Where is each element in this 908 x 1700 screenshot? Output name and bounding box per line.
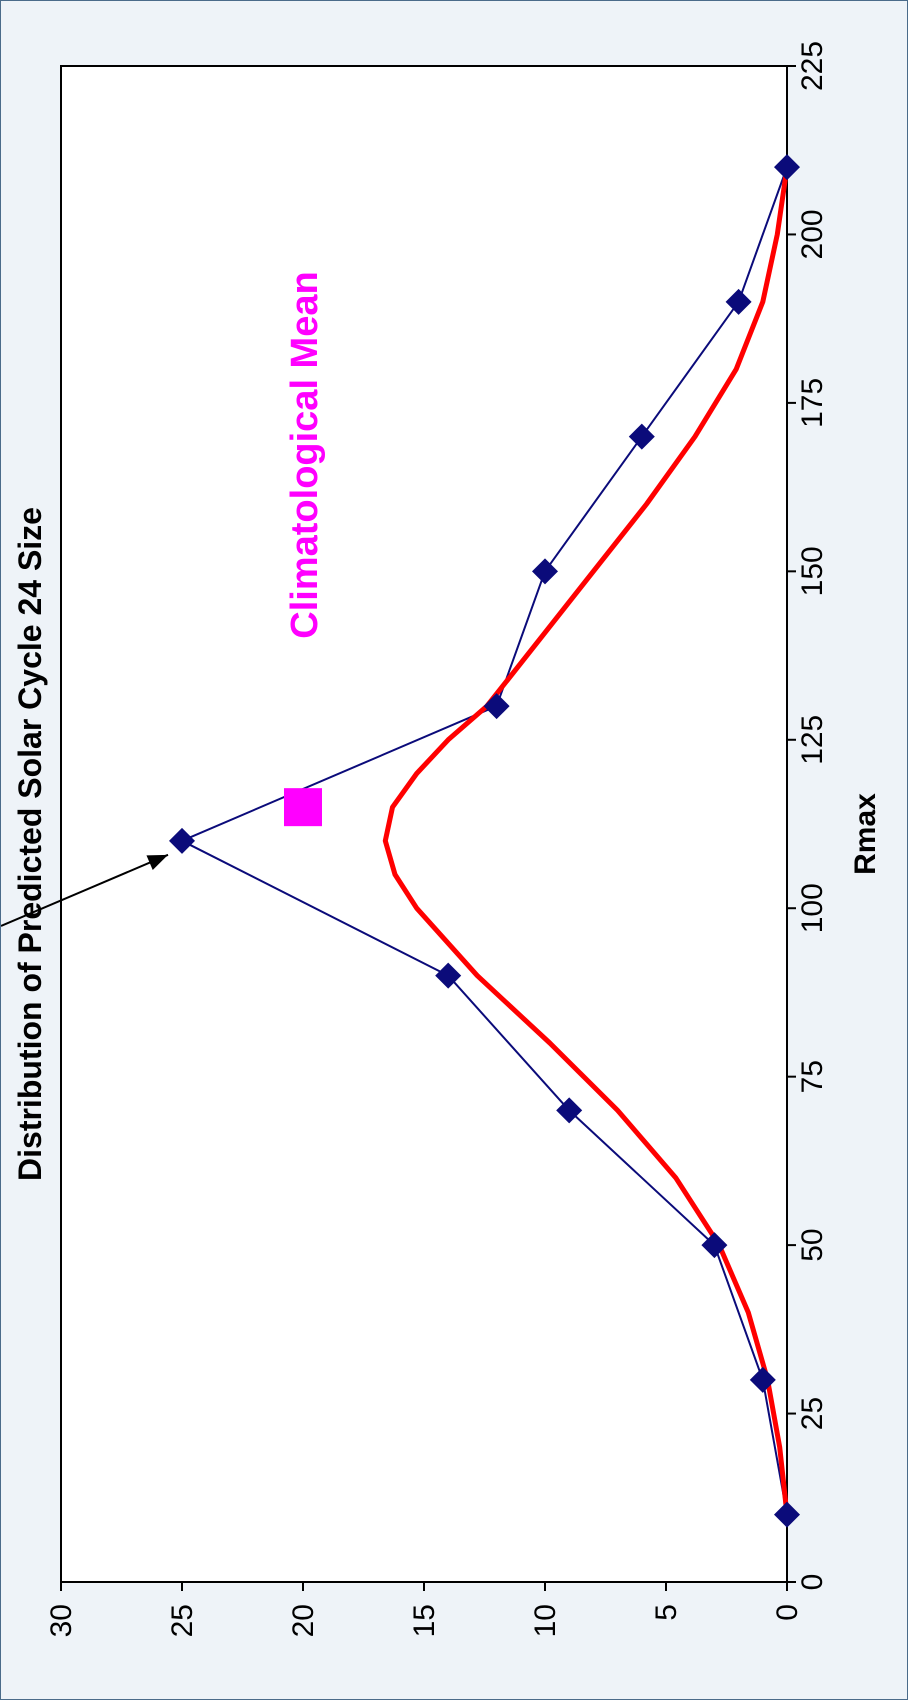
diamond-marker — [556, 1097, 583, 1124]
marker-layer — [169, 154, 800, 1528]
annotation-arrow — [1, 853, 169, 927]
annotation-arrow-shaft — [1, 853, 169, 927]
climatological-mean-label: Climatological Mean — [284, 271, 326, 638]
x-tick-label: 100 — [796, 883, 829, 933]
y-tick-label: 5 — [650, 1604, 683, 1621]
y-tick-label: 25 — [166, 1604, 199, 1637]
x-axis-label: Rmax — [849, 793, 882, 875]
x-tick-label: 0 — [796, 1574, 829, 1591]
diamond-marker — [701, 1232, 728, 1259]
annotation-arrow-head — [146, 854, 168, 871]
diamond-marker — [725, 288, 752, 315]
diamond-marker — [749, 1366, 776, 1393]
diamond-marker — [532, 558, 558, 585]
fitted-curve-line — [382, 166, 790, 1515]
x-axis-ticks: 0 25 50 75 100 125 150 175 200 225 — [787, 41, 829, 1590]
x-tick-label: 125 — [796, 715, 829, 765]
diamond-marker — [774, 1501, 800, 1528]
diamond-marker — [774, 154, 800, 181]
plot-area — [60, 65, 788, 1583]
y-tick-label: 0 — [771, 1604, 804, 1621]
x-tick-label: 75 — [796, 1060, 829, 1093]
x-tick-label: 50 — [796, 1228, 829, 1261]
x-tick-label: 200 — [796, 209, 829, 259]
x-tick-label: 225 — [796, 41, 829, 91]
climatological-mean-marker — [284, 788, 322, 827]
y-tick-label: 10 — [529, 1604, 562, 1637]
x-tick-label: 175 — [796, 378, 829, 428]
x-tick-label: 25 — [796, 1397, 829, 1430]
y-tick-label: 30 — [45, 1604, 78, 1637]
diamond-marker — [435, 962, 462, 989]
y-tick-label: 20 — [287, 1604, 320, 1637]
diamond-marker — [628, 423, 655, 450]
diamond-marker — [169, 827, 195, 854]
diamond-marker — [483, 693, 510, 720]
y-axis-ticks: 0 5 10 15 20 25 30 — [45, 1582, 804, 1637]
x-tick-label: 150 — [796, 546, 829, 596]
chart-title: Distribution of Predicted Solar Cycle 24… — [12, 507, 48, 1181]
y-tick-label: 15 — [408, 1604, 441, 1637]
